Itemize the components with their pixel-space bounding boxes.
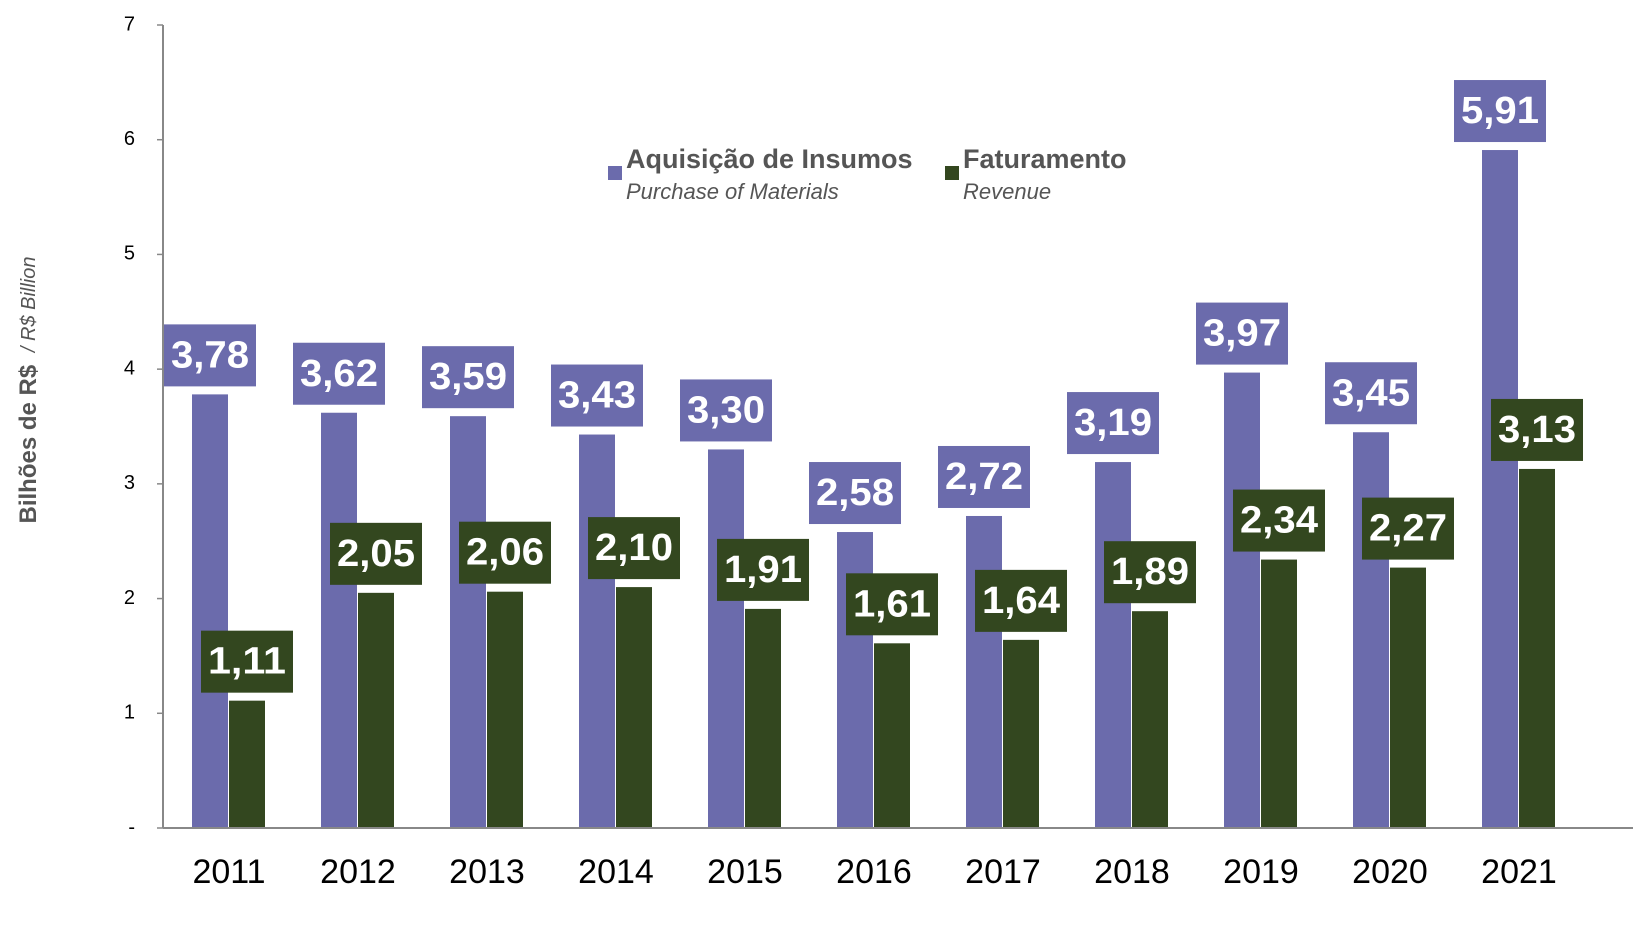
y-tick-label: 6: [124, 128, 135, 150]
bar: [1132, 611, 1168, 828]
bar: [745, 608, 781, 828]
value-label-box: [975, 569, 1067, 632]
bar: [616, 587, 652, 828]
value-label: 3,45: [1332, 372, 1410, 414]
value-label: 3,62: [300, 353, 378, 395]
value-label: 2,34: [1240, 500, 1318, 542]
value-label-box: [201, 630, 293, 693]
y-tick-label: 7: [124, 13, 135, 35]
value-label-box: [588, 517, 680, 580]
x-tick-label: 2013: [449, 853, 525, 891]
value-label-box: [1104, 541, 1196, 604]
value-label-box: [164, 324, 256, 387]
value-label: 1,61: [853, 583, 931, 625]
value-label-box: [1067, 392, 1159, 455]
y-tick-label: 4: [124, 357, 135, 379]
value-label-box: [717, 538, 809, 601]
bar: [708, 449, 744, 828]
y-axis-label: Bilhões de R$ / R$ Billion: [15, 257, 42, 524]
bar: [1482, 150, 1518, 828]
value-label-box: [422, 346, 514, 409]
bar: [1519, 468, 1555, 828]
value-label: 2,58: [816, 472, 894, 514]
value-label: 2,10: [595, 527, 673, 569]
value-label-box: [551, 364, 643, 427]
value-label: 5,91: [1461, 90, 1539, 132]
y-tick-label: 1: [124, 702, 135, 724]
value-label-box: [680, 379, 772, 442]
value-label: 3,30: [687, 389, 765, 431]
value-label: 1,89: [1111, 551, 1189, 593]
legend-label: Aquisição de Insumos: [626, 144, 913, 174]
value-label: 2,06: [466, 532, 544, 574]
y-tick-label: -: [128, 816, 135, 838]
bar: [1003, 639, 1039, 828]
legend-label-en: Purchase of Materials: [626, 179, 839, 204]
legend-swatch: [945, 166, 959, 180]
value-label: 2,72: [945, 456, 1023, 498]
value-label-box: [330, 522, 422, 585]
x-tick-label: 2014: [578, 853, 654, 891]
bar: [1095, 462, 1131, 828]
value-label-box: [846, 573, 938, 636]
legend-swatch: [608, 166, 622, 180]
value-label-box: [1362, 497, 1454, 560]
x-tick-label: 2011: [192, 853, 265, 891]
bar: [1261, 559, 1297, 828]
bar: [1390, 567, 1426, 828]
x-tick-label: 2016: [836, 853, 912, 891]
value-label-box: [809, 462, 901, 525]
bar: [321, 412, 357, 828]
y-axis-label-pt: Bilhões de R$: [15, 364, 42, 523]
y-tick-label: 5: [124, 243, 135, 265]
bar: [487, 591, 523, 828]
value-label: 2,05: [337, 533, 415, 575]
bar: [1224, 372, 1260, 828]
x-tick-label: 2020: [1352, 853, 1428, 891]
value-label-box: [1325, 362, 1417, 425]
legend-label-en: Revenue: [963, 179, 1051, 204]
value-label: 1,64: [982, 580, 1060, 622]
value-label: 3,97: [1203, 313, 1281, 355]
value-label: 3,43: [558, 375, 636, 417]
bar: [874, 643, 910, 828]
value-label: 1,11: [208, 641, 286, 683]
value-label: 3,59: [429, 356, 507, 398]
x-tick-label: 2018: [1094, 853, 1170, 891]
y-tick-label: 3: [124, 472, 135, 494]
bar: [192, 394, 228, 828]
y-axis-label-en: / R$ Billion: [18, 257, 40, 355]
bar: [579, 434, 615, 828]
value-label-box: [938, 445, 1030, 508]
legend-label: Faturamento: [963, 144, 1127, 174]
x-tick-label: 2019: [1223, 853, 1299, 891]
x-tick-label: 2021: [1481, 853, 1557, 891]
value-label-box: [1454, 80, 1546, 143]
bar: [450, 416, 486, 828]
value-label-box: [1491, 398, 1583, 461]
bar: [229, 700, 265, 828]
value-label: 3,78: [171, 334, 249, 376]
value-label: 3,19: [1074, 402, 1152, 444]
value-label-box: [1233, 489, 1325, 552]
value-label-box: [293, 342, 385, 405]
bar: [1353, 432, 1389, 828]
value-label: 2,27: [1369, 508, 1447, 550]
x-tick-label: 2012: [320, 853, 396, 891]
value-label-box: [459, 521, 551, 584]
y-tick-label: 2: [124, 587, 135, 609]
bar: [966, 515, 1002, 828]
value-label: 3,13: [1498, 409, 1576, 451]
value-label: 1,91: [724, 549, 802, 591]
bar: [358, 592, 394, 828]
x-tick-label: 2015: [707, 853, 783, 891]
x-tick-label: 2017: [965, 853, 1041, 891]
value-label-box: [1196, 302, 1288, 365]
